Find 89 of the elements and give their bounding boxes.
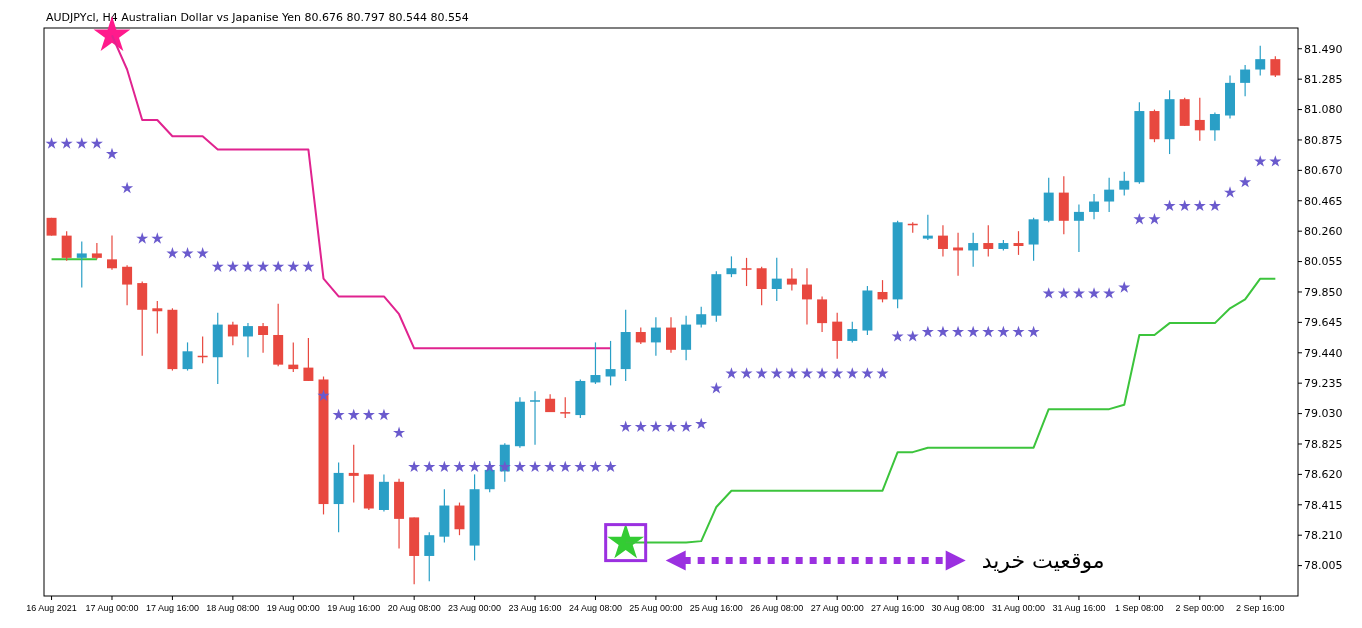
- candlestick: [937, 224, 948, 257]
- candlestick: [666, 316, 676, 354]
- candlestick: [726, 255, 737, 278]
- candlestick: [1209, 111, 1220, 142]
- candlestick: [786, 267, 797, 292]
- candlestick: [817, 295, 828, 333]
- candlestick: [968, 232, 979, 268]
- x-tick-label: 23 Aug 16:00: [508, 603, 562, 613]
- candlestick: [922, 214, 933, 241]
- y-tick-label: 79.440: [1304, 346, 1343, 360]
- candlestick: [560, 396, 571, 419]
- x-tick-label: 30 Aug 08:00: [931, 603, 985, 613]
- candlestick: [424, 531, 435, 582]
- y-tick-label: 80.260: [1304, 225, 1343, 239]
- y-tick-label: 79.850: [1304, 285, 1343, 299]
- candlestick: [454, 501, 465, 536]
- candlestick: [61, 230, 72, 262]
- y-tick-label: 78.620: [1304, 468, 1343, 482]
- x-tick-label: 26 Aug 08:00: [750, 603, 804, 613]
- candlestick: [771, 257, 782, 302]
- candlestick: [590, 341, 601, 385]
- y-tick-label: 79.235: [1304, 377, 1343, 391]
- x-tick-label: 17 Aug 00:00: [85, 603, 139, 613]
- candlestick: [1013, 230, 1024, 256]
- candlestick: [227, 321, 238, 346]
- x-tick-label: 25 Aug 00:00: [629, 603, 683, 613]
- x-tick-label: 23 Aug 00:00: [448, 603, 502, 613]
- candlestick: [696, 306, 707, 329]
- candlestick: [530, 390, 541, 446]
- annotation: موقعیت خرید: [981, 548, 1105, 574]
- candlestick: [741, 257, 752, 287]
- candlestick: [1089, 193, 1100, 220]
- y-tick-label: 79.645: [1304, 316, 1343, 330]
- candlestick: [801, 267, 812, 326]
- candlestick: [953, 232, 964, 277]
- x-tick-label: 19 Aug 16:00: [327, 603, 381, 613]
- candlestick: [76, 240, 87, 289]
- x-tick-label: 18 Aug 08:00: [206, 603, 260, 613]
- candlestick: [650, 316, 661, 357]
- y-tick-label: 80.465: [1304, 194, 1343, 208]
- x-tick-label: 24 Aug 08:00: [568, 603, 622, 613]
- y-tick-label: 80.670: [1304, 164, 1343, 178]
- candlestick: [1119, 171, 1130, 197]
- x-tick-label: 1 Sep 08:00: [1115, 603, 1164, 613]
- x-tick-label: 27 Aug 00:00: [810, 603, 864, 613]
- candlestick: [484, 460, 495, 493]
- candlestick: [605, 340, 616, 387]
- candlestick: [756, 266, 767, 306]
- candlestick: [303, 337, 314, 382]
- candlestick: [1194, 97, 1205, 142]
- y-tick-label: 80.055: [1304, 255, 1343, 269]
- x-tick-label: 16 Aug 2021: [26, 603, 77, 613]
- y-tick-label: 78.210: [1304, 529, 1343, 543]
- y-tick-label: 78.825: [1304, 437, 1343, 451]
- x-tick-label: 27 Aug 16:00: [871, 603, 925, 613]
- x-tick-label: 31 Aug 00:00: [991, 603, 1046, 613]
- candlestick: [242, 322, 253, 358]
- candlestick: [877, 279, 888, 303]
- candlestick: [107, 235, 117, 271]
- candlestick: [1255, 45, 1266, 77]
- candlestick: [1270, 55, 1281, 78]
- candlestick: [152, 300, 163, 335]
- x-tick-label: 19 Aug 00:00: [266, 603, 320, 613]
- candlestick: [983, 224, 994, 257]
- y-tick-label: 78.415: [1304, 498, 1343, 512]
- y-tick-label: 81.080: [1304, 103, 1343, 117]
- candlestick: [847, 321, 858, 343]
- x-tick-label: 2 Sep 16:00: [1235, 603, 1285, 613]
- candlestick: [288, 341, 299, 373]
- candlestick: [832, 312, 843, 360]
- x-tick-label: 20 Aug 08:00: [387, 603, 441, 613]
- x-tick-label: 17 Aug 16:00: [145, 603, 199, 613]
- candlestick: [1073, 203, 1084, 253]
- y-tick-label: 79.030: [1304, 407, 1343, 421]
- candlestick: [348, 444, 359, 504]
- candlestick: [1240, 64, 1251, 97]
- x-tick-label: 2 Sep 00:00: [1175, 603, 1225, 613]
- x-tick-label: 25 Aug 16:00: [689, 603, 743, 613]
- y-tick-label: 78.005: [1304, 559, 1343, 573]
- y-tick-label: 81.490: [1304, 42, 1343, 56]
- candlestick: [122, 264, 133, 306]
- candlestick: [91, 242, 102, 260]
- chart-title: AUDJPYcl, H4 Australian Dollar vs Japanise Yen 80.676 80.797 80.544 80.554: [46, 11, 469, 24]
- x-tick-label: 31 Aug 16:00: [1052, 603, 1106, 613]
- candlestick: [182, 341, 193, 372]
- candlestick: [258, 322, 269, 354]
- y-tick-label: 81.285: [1304, 73, 1343, 87]
- y-tick-label: 80.875: [1304, 133, 1343, 147]
- candlestick: [1104, 177, 1115, 213]
